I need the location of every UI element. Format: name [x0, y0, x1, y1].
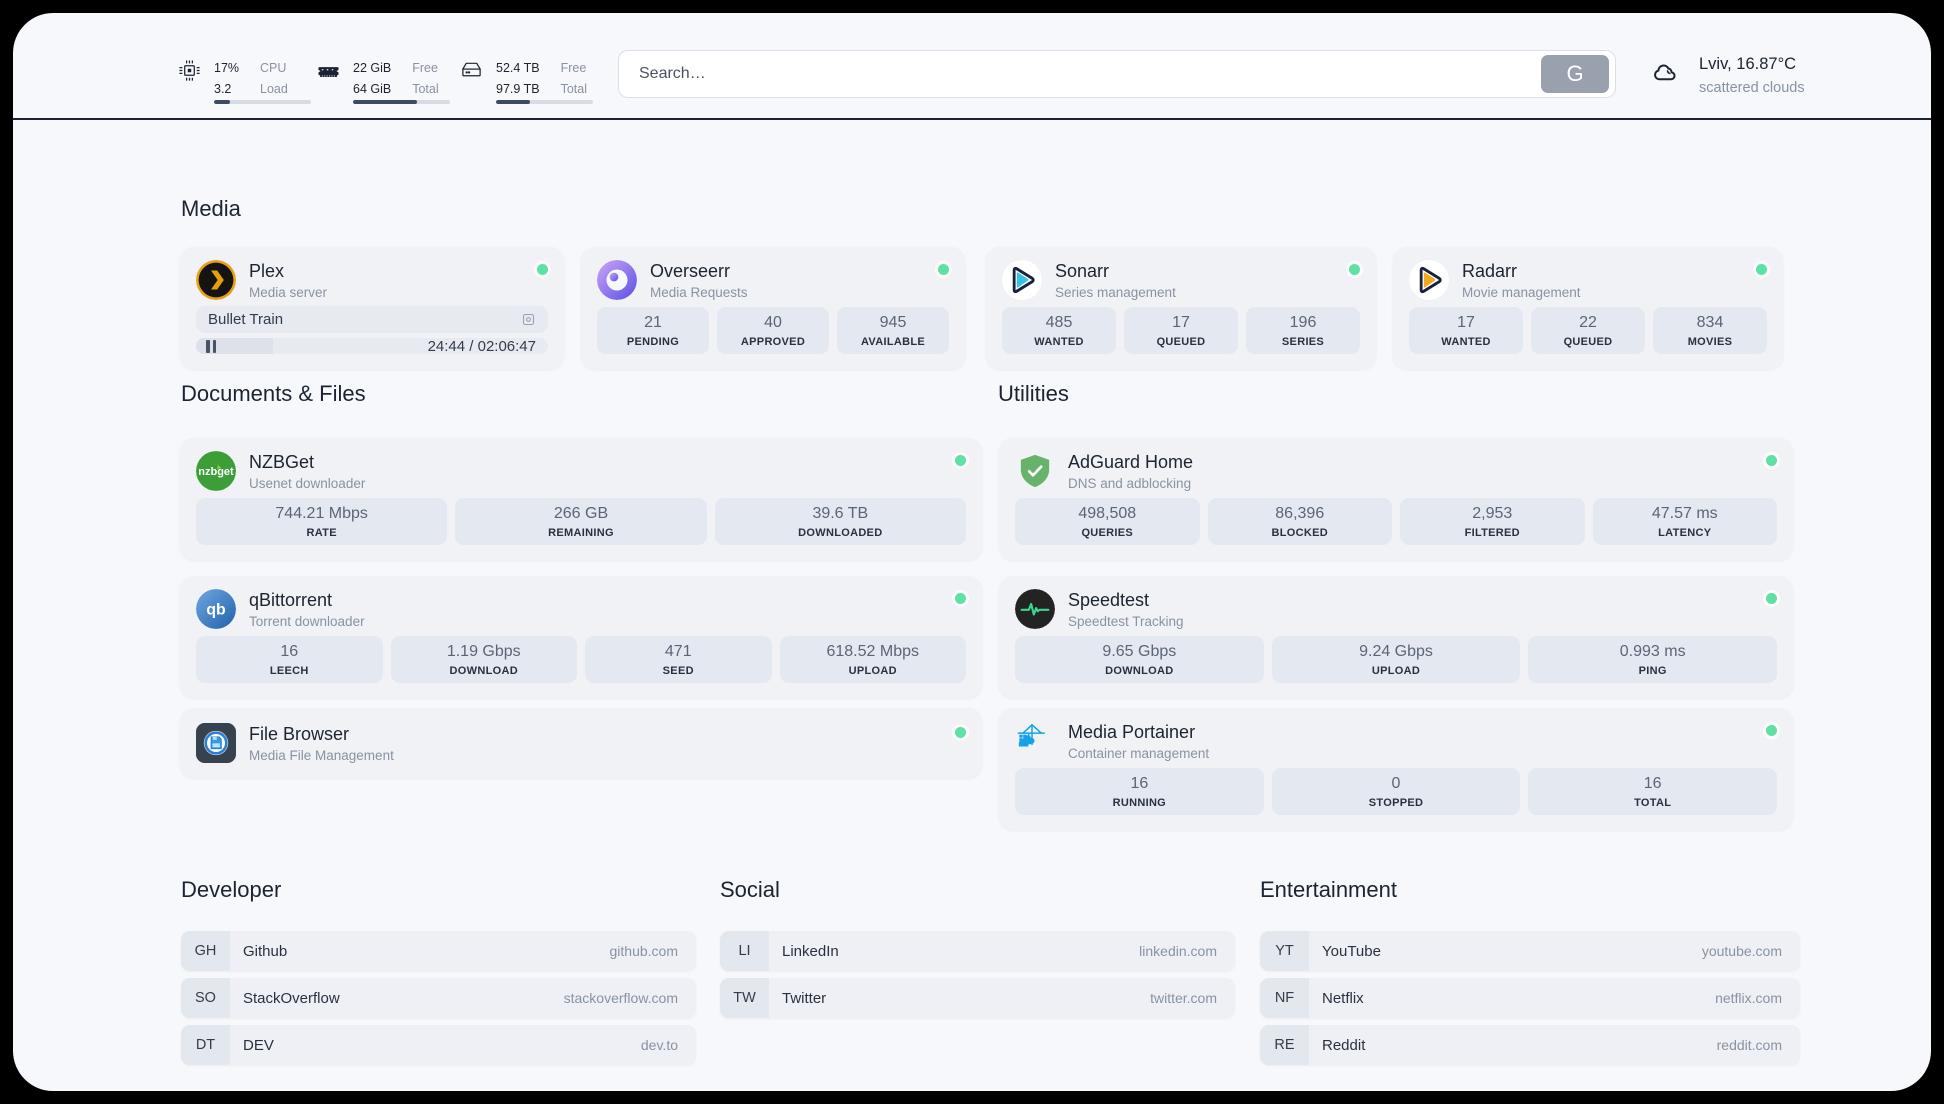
svg-text:qb: qb: [206, 602, 226, 619]
svg-text:nzbget: nzbget: [198, 466, 234, 478]
